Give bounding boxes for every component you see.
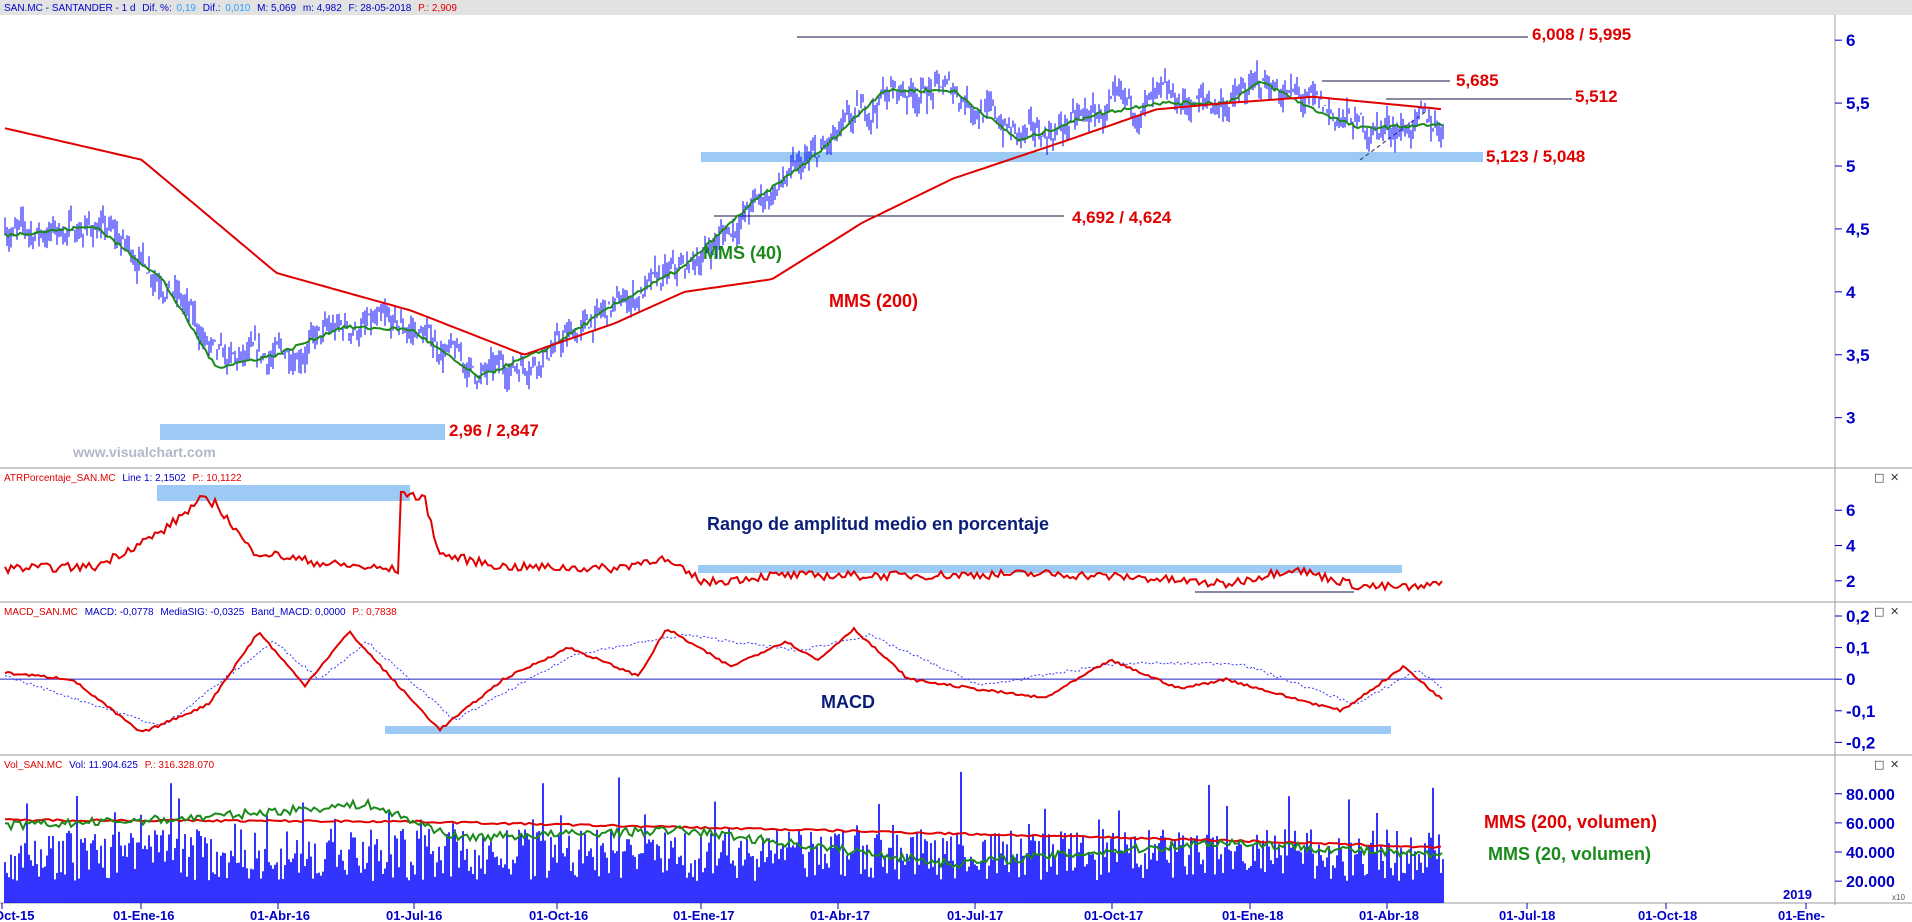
support-zones [157,152,1483,734]
macd-y-tick-label: 0,1 [1846,639,1870,658]
vol-mms200-line [4,817,1442,850]
price-y-tick-label: 3,5 [1846,346,1870,365]
atr-header: ATRPorcentaje_SAN.MC Line 1: 2,1502 P.: … [4,473,242,484]
vol-mms20-line [4,797,1443,869]
volume-bars [4,771,1444,903]
restore-icon[interactable]: □ [1874,605,1884,618]
scale-marker: x10 [1892,893,1905,902]
x-tick-label: 01-Abr-16 [250,908,310,922]
atr-y-tick-label: 2 [1846,572,1855,591]
level-annotation: 5,685 [1456,71,1499,90]
price-y-tick-label: 3 [1846,409,1855,428]
restore-icon[interactable]: □ [1874,758,1884,771]
series-lines [0,60,1835,869]
level-annotation: 5,512 [1575,87,1618,106]
macd-y-tick-label: -0,2 [1846,733,1875,752]
mid-support-zone [701,152,1483,162]
volume-y-tick-label: 40.000 [1846,845,1895,862]
mms40-label: MMS (40) [703,243,782,263]
volume-y-tick-label: 80.000 [1846,787,1895,804]
price-y-tick-label: 4 [1846,283,1856,302]
vol-mms200-label: MMS (200, volumen) [1484,812,1657,832]
watermark: www.visualchart.com [72,444,216,460]
level-annotation: 4,692 / 4,624 [1072,208,1172,227]
x-tick-label: 01-Ene-18 [1222,908,1283,922]
volume-header: Vol_SAN.MC Vol: 11.904.625 P.: 316.328.0… [4,760,214,771]
x-tick-label: 01-Oct-17 [1084,908,1143,922]
mms200-label: MMS (200) [829,291,918,311]
level-annotations: 6,008 / 5,995 5,685 5,512 5,123 / 5,048 4,69… [449,25,1631,440]
atr-line [4,490,1443,592]
close-icon[interactable]: ✕ [1890,471,1899,484]
level-annotation: 5,123 / 5,048 [1486,147,1585,166]
volume-panel-controls[interactable]: □ ✕ [1874,758,1899,771]
x-tick-label: 01-Ene-17 [673,908,734,922]
x-tick-label: 01-Oct-16 [529,908,588,922]
macd-y-tick-label: -0,1 [1846,702,1875,721]
macd-y-tick-label: 0,2 [1846,607,1870,626]
restore-icon[interactable]: □ [1874,471,1884,484]
axes: 3 3,5 4 4,5 5 5,5 6 2 4 6 -0,2 -0,1 0 0,1 0,2 20.000 40.… [0,31,1895,922]
close-icon[interactable]: ✕ [1890,758,1899,771]
x-tick-label: 01-Ene- [1778,908,1825,922]
atr-y-tick-label: 4 [1846,537,1856,556]
macd-panel-controls[interactable]: □ ✕ [1874,605,1899,618]
macd-signal-line [4,633,1443,726]
atr-panel-controls[interactable]: □ ✕ [1874,471,1899,484]
price-y-tick-label: 6 [1846,31,1855,50]
price-header: SAN.MC - SANTANDER - 1 d Dif. %: 0,19 Di… [4,3,457,14]
level-lines [714,36,1572,593]
price-y-tick-label: 5,5 [1846,94,1870,113]
macd-header: MACD_SAN.MC MACD: -0,0778 MediaSIG: -0,0… [4,607,397,618]
x-tick-label: Oct-15 [0,908,34,922]
x-tick-label: 01-Jul-18 [1499,908,1555,922]
macd-line [4,626,1443,733]
price-y-tick-label: 4,5 [1846,220,1870,239]
atr-spike-zone [157,485,410,501]
macd-caption: MACD [821,692,875,712]
x-tick-label: 01-Oct-18 [1638,908,1697,922]
mms200-line [4,95,1442,356]
macd-band-zone [385,726,1391,734]
atr-band-zone [698,565,1402,573]
vol-mms20-label: MMS (20, volumen) [1488,844,1651,864]
atr-caption: Rango de amplitud medio en porcentaje [707,514,1049,534]
price-y-tick-label: 5 [1846,157,1855,176]
mms40-line [4,80,1443,380]
x-tick-label: 01-Ene-16 [113,908,174,922]
level-annotation: 6,008 / 5,995 [1532,25,1631,44]
x-tick-label: 01-Abr-17 [810,908,870,922]
close-icon[interactable]: ✕ [1890,605,1899,618]
x-tick-label: 01-Jul-16 [386,908,442,922]
year-marker: 2019 [1783,887,1812,902]
volume-y-tick-label: 60.000 [1846,816,1895,833]
low-support-zone [160,424,445,440]
macd-y-tick-label: 0 [1846,670,1855,689]
volume-y-tick-label: 20.000 [1846,874,1895,891]
x-tick-label: 01-Jul-17 [947,908,1003,922]
level-annotation: 2,96 / 2,847 [449,421,539,440]
x-tick-label: 01-Abr-18 [1359,908,1419,922]
atr-y-tick-label: 6 [1846,501,1855,520]
